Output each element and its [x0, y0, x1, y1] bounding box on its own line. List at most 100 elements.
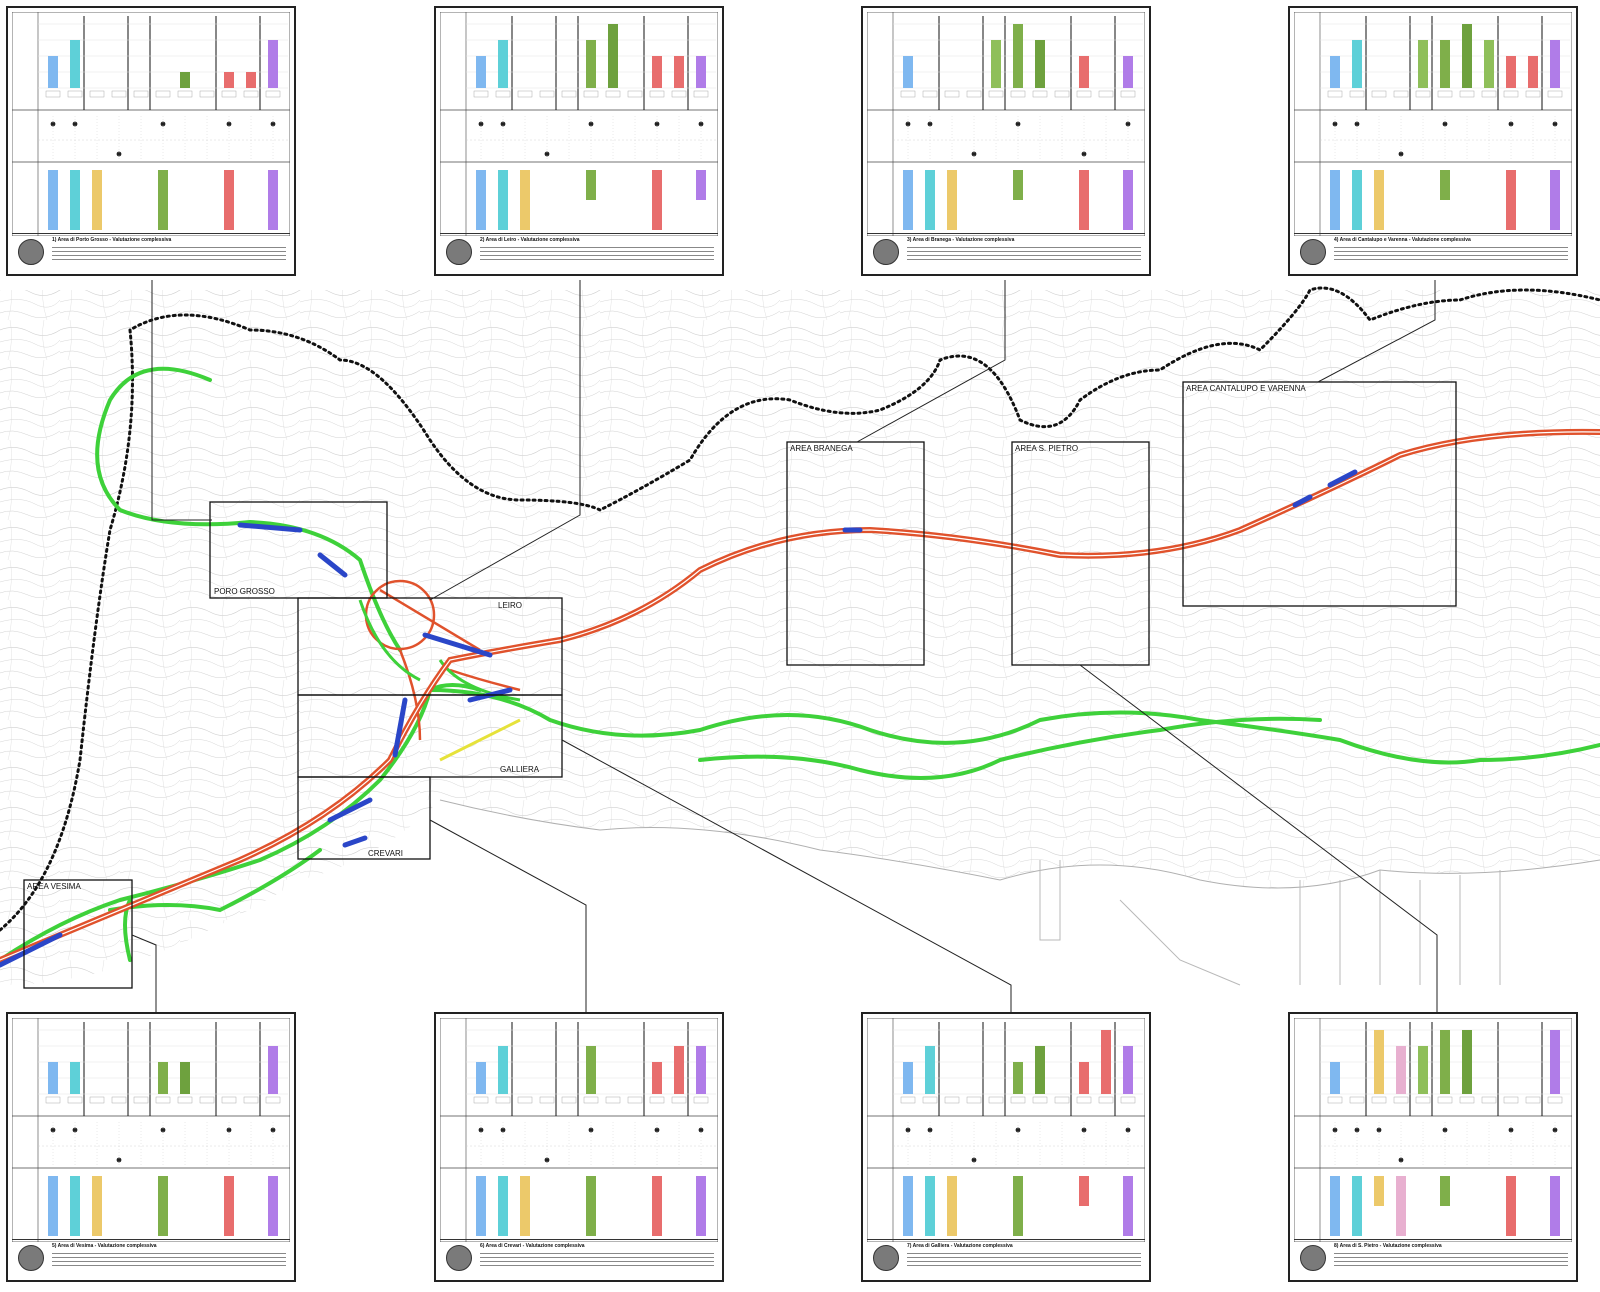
pie-icon [1300, 239, 1326, 265]
pie-icon [18, 239, 44, 265]
leader-lines [131, 280, 1438, 1012]
phase-mark [1398, 1157, 1404, 1163]
score-bar [1123, 56, 1133, 88]
impact-bar [1123, 1176, 1133, 1236]
impact-bar [92, 1176, 102, 1236]
score-bar [652, 56, 662, 88]
panel-title: 7) Area di Galliera - Valutazione comple… [907, 1243, 1013, 1249]
score-bar [674, 56, 684, 88]
phase-mark [1442, 1127, 1448, 1133]
score-bar [1013, 1062, 1023, 1094]
impact-bar [520, 1176, 530, 1236]
pie-icon [18, 1245, 44, 1271]
score-bar [1035, 40, 1045, 88]
score-bar [1330, 1062, 1340, 1094]
pie-icon [873, 1245, 899, 1271]
panel-galliera: 7) Area di Galliera - Valutazione comple… [861, 1012, 1151, 1282]
impact-bar [70, 1176, 80, 1236]
impact-bar [696, 170, 706, 200]
phase-mark [905, 121, 911, 127]
panel-chart [12, 12, 290, 236]
impact-bar [520, 170, 530, 230]
score-bar [1440, 40, 1450, 88]
phase-mark [116, 1157, 122, 1163]
phase-mark [927, 121, 933, 127]
panel-title: 4) Area di Cantalupo e Varenna - Valutaz… [1334, 237, 1471, 243]
phase-mark [226, 121, 232, 127]
score-bar [1550, 1030, 1560, 1094]
panel-chart [440, 1018, 718, 1242]
panel-chart [1294, 1018, 1572, 1242]
panel-chart [867, 1018, 1145, 1242]
impact-bar [1013, 170, 1023, 200]
pie-icon [873, 239, 899, 265]
terrain-area [0, 290, 1600, 985]
score-bar [498, 40, 508, 88]
score-bar [158, 1062, 168, 1094]
impact-bar [1352, 170, 1362, 230]
panel-title: 8) Area di S. Pietro - Valutazione compl… [1334, 1243, 1442, 1249]
score-bar [1352, 40, 1362, 88]
score-bar [1123, 1046, 1133, 1094]
pie-icon [446, 1245, 472, 1271]
score-bar [586, 1046, 596, 1094]
phase-mark [270, 121, 276, 127]
phase-mark [1376, 1127, 1382, 1133]
impact-bar [498, 1176, 508, 1236]
impact-bar [48, 1176, 58, 1236]
score-bar [1418, 1046, 1428, 1094]
phase-mark [1354, 121, 1360, 127]
score-bar [1462, 24, 1472, 88]
phase-mark [654, 1127, 660, 1133]
score-bar [903, 1062, 913, 1094]
score-bar [1528, 56, 1538, 88]
panel-chart [440, 12, 718, 236]
phase-mark [544, 1157, 550, 1163]
panel-title: 2) Area di Leiro - Valutazione complessi… [480, 237, 580, 243]
impact-bar [947, 1176, 957, 1236]
score-bar [1079, 1062, 1089, 1094]
impact-bar [925, 1176, 935, 1236]
score-bar [180, 72, 190, 88]
score-bar [696, 1046, 706, 1094]
score-bar [991, 40, 1001, 88]
phase-mark [698, 121, 704, 127]
impact-bar [947, 170, 957, 230]
score-bar [1101, 1030, 1111, 1094]
boundary-line [0, 286, 1600, 932]
label-leiro: LEIRO [498, 601, 522, 610]
impact-bar [1013, 1176, 1023, 1236]
score-bar [70, 1062, 80, 1094]
phase-mark [588, 121, 594, 127]
pie-icon [1300, 1245, 1326, 1271]
impact-bar [1440, 170, 1450, 200]
label-porto-grosso: PORO GROSSO [214, 587, 275, 596]
phase-mark [588, 1127, 594, 1133]
impact-bar [1506, 1176, 1516, 1236]
impact-bar [1550, 1176, 1560, 1236]
score-bar [48, 1062, 58, 1094]
label-crevari: CREVARI [368, 849, 403, 858]
impact-bar [224, 170, 234, 230]
panel-cantalupo: 4) Area di Cantalupo e Varenna - Valutaz… [1288, 6, 1578, 276]
score-bar [224, 72, 234, 88]
score-bar [696, 56, 706, 88]
impact-bar [586, 170, 596, 200]
score-bar [268, 40, 278, 88]
score-bar [476, 56, 486, 88]
panel-title: 6) Area di Crevari - Valutazione comples… [480, 1243, 585, 1249]
score-bar [476, 1062, 486, 1094]
panel-crevari: 6) Area di Crevari - Valutazione comples… [434, 1012, 724, 1282]
score-bar [1484, 40, 1494, 88]
phase-mark [116, 151, 122, 157]
impact-bar [586, 1176, 596, 1236]
phase-mark [50, 1127, 56, 1133]
yellow-link [439, 718, 521, 762]
panel-title: 1) Area di Porto Grosso - Valutazione co… [52, 237, 172, 243]
phase-mark [1332, 121, 1338, 127]
phase-mark [1332, 1127, 1338, 1133]
phase-mark [50, 121, 56, 127]
label-vesima: AREA VESIMA [27, 882, 81, 891]
impact-bar [1440, 1176, 1450, 1206]
score-bar [1374, 1030, 1384, 1094]
